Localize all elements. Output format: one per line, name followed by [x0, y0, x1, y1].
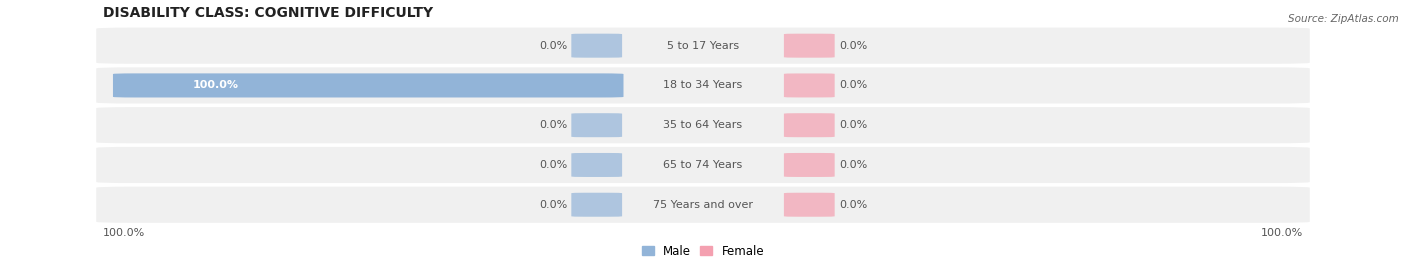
Text: 0.0%: 0.0%: [538, 41, 567, 51]
FancyBboxPatch shape: [571, 113, 621, 137]
FancyBboxPatch shape: [96, 67, 1310, 103]
FancyBboxPatch shape: [96, 187, 1310, 223]
Text: 100.0%: 100.0%: [193, 80, 239, 90]
FancyBboxPatch shape: [571, 193, 621, 217]
Text: DISABILITY CLASS: COGNITIVE DIFFICULTY: DISABILITY CLASS: COGNITIVE DIFFICULTY: [103, 6, 433, 20]
Text: 0.0%: 0.0%: [538, 120, 567, 130]
FancyBboxPatch shape: [785, 113, 835, 137]
Text: 18 to 34 Years: 18 to 34 Years: [664, 80, 742, 90]
FancyBboxPatch shape: [785, 34, 835, 58]
Text: 0.0%: 0.0%: [538, 160, 567, 170]
Text: 5 to 17 Years: 5 to 17 Years: [666, 41, 740, 51]
FancyBboxPatch shape: [96, 147, 1310, 183]
FancyBboxPatch shape: [785, 73, 835, 97]
Text: 0.0%: 0.0%: [839, 41, 868, 51]
Text: 75 Years and over: 75 Years and over: [652, 200, 754, 210]
FancyBboxPatch shape: [571, 34, 621, 58]
FancyBboxPatch shape: [112, 73, 623, 97]
FancyBboxPatch shape: [785, 193, 835, 217]
Text: 0.0%: 0.0%: [839, 80, 868, 90]
Text: 0.0%: 0.0%: [839, 160, 868, 170]
FancyBboxPatch shape: [96, 28, 1310, 64]
Text: 35 to 64 Years: 35 to 64 Years: [664, 120, 742, 130]
FancyBboxPatch shape: [571, 153, 621, 177]
Text: 0.0%: 0.0%: [839, 200, 868, 210]
FancyBboxPatch shape: [96, 107, 1310, 143]
Text: 0.0%: 0.0%: [538, 200, 567, 210]
Legend: Male, Female: Male, Female: [637, 240, 769, 262]
Text: 65 to 74 Years: 65 to 74 Years: [664, 160, 742, 170]
Text: Source: ZipAtlas.com: Source: ZipAtlas.com: [1288, 14, 1399, 23]
Text: 100.0%: 100.0%: [1261, 228, 1303, 238]
FancyBboxPatch shape: [785, 153, 835, 177]
Text: 100.0%: 100.0%: [103, 228, 145, 238]
Text: 0.0%: 0.0%: [839, 120, 868, 130]
